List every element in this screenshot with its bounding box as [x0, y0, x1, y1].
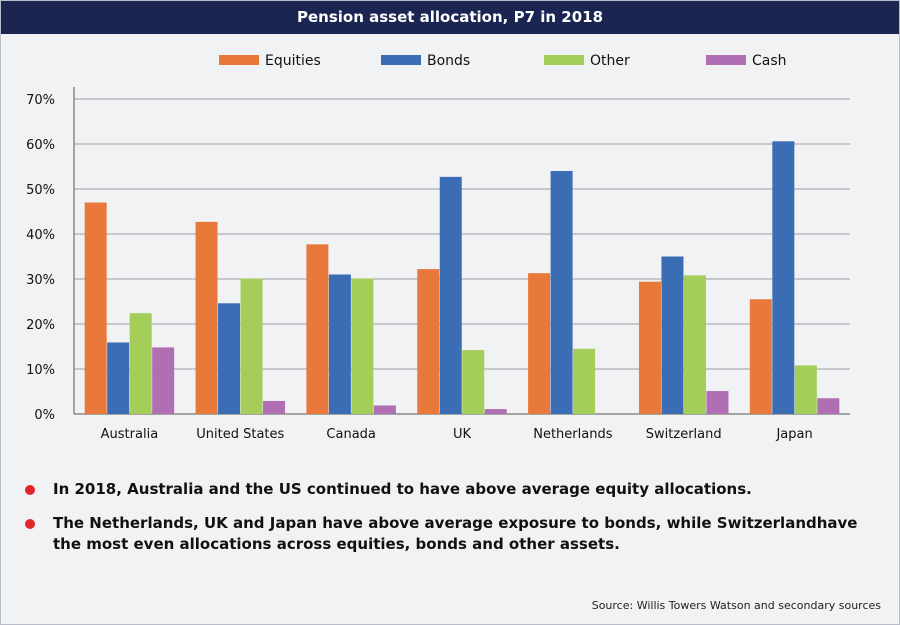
legend-label: Cash [752, 53, 787, 69]
note-item: In 2018, Australia and the US continued … [25, 479, 875, 500]
note-text: The Netherlands, UK and Japan have above… [53, 514, 858, 553]
notes-list: In 2018, Australia and the US continued … [25, 479, 875, 568]
bar-other [462, 350, 485, 414]
x-tick-label: Canada [326, 427, 375, 442]
y-tick-label: 30% [26, 273, 55, 288]
bar-equities [528, 273, 551, 414]
legend-label: Other [590, 53, 630, 69]
legend-label: Equities [265, 53, 321, 69]
x-tick-label: Japan [775, 427, 812, 442]
bar-cash [484, 409, 507, 414]
legend-swatch [706, 55, 746, 65]
y-tick-label: 70% [26, 93, 55, 108]
bar-bonds [328, 274, 351, 414]
legend-swatch [219, 55, 259, 65]
bar-equities [195, 221, 218, 414]
y-tick-label: 50% [26, 183, 55, 198]
bar-equities [306, 244, 329, 414]
chart-title: Pension asset allocation, P7 in 2018 [1, 1, 899, 34]
bar-bonds [218, 303, 241, 414]
note-text: In 2018, Australia and the US continued … [53, 480, 752, 498]
x-tick-label: UK [453, 427, 472, 442]
bar-equities [84, 202, 107, 414]
y-tick-label: 60% [26, 138, 55, 153]
bar-bonds [772, 141, 795, 415]
bar-other [129, 313, 152, 414]
y-tick-label: 0% [34, 408, 55, 423]
x-tick-label: Australia [101, 427, 159, 442]
bar-other [794, 365, 817, 414]
bar-other [351, 278, 374, 414]
y-tick-label: 10% [26, 363, 55, 378]
bar-other [683, 275, 706, 414]
bar-bonds [439, 176, 462, 414]
bullet-icon [25, 519, 35, 529]
bar-equities [417, 269, 440, 414]
y-tick-label: 40% [26, 228, 55, 243]
bar-cash [263, 400, 286, 414]
x-tick-label: United States [196, 427, 284, 442]
bar-chart: 0% 10% 20% 30% 40% 50% 60% 70% Australia United S… [26, 53, 850, 442]
bar-bonds [550, 171, 573, 414]
bullet-icon [25, 485, 35, 495]
bar-bonds [107, 342, 130, 414]
bar-equities [638, 281, 661, 414]
bar-cash [152, 347, 175, 414]
y-tick-label: 20% [26, 318, 55, 333]
x-tick-label: Switzerland [646, 427, 722, 442]
bar-bonds [661, 256, 684, 414]
legend-swatch [544, 55, 584, 65]
bar-cash [706, 391, 729, 414]
x-tick-label: Netherlands [533, 427, 612, 442]
bar-other [573, 348, 596, 414]
legend-label: Bonds [427, 53, 470, 69]
bar-cash [373, 405, 396, 414]
bar-cash [817, 398, 840, 414]
bar-equities [749, 299, 772, 414]
legend-swatch [381, 55, 421, 65]
note-item: The Netherlands, UK and Japan have above… [25, 513, 875, 555]
bar-other [240, 278, 263, 414]
source-note: Source: Willis Towers Watson and seconda… [591, 599, 881, 612]
